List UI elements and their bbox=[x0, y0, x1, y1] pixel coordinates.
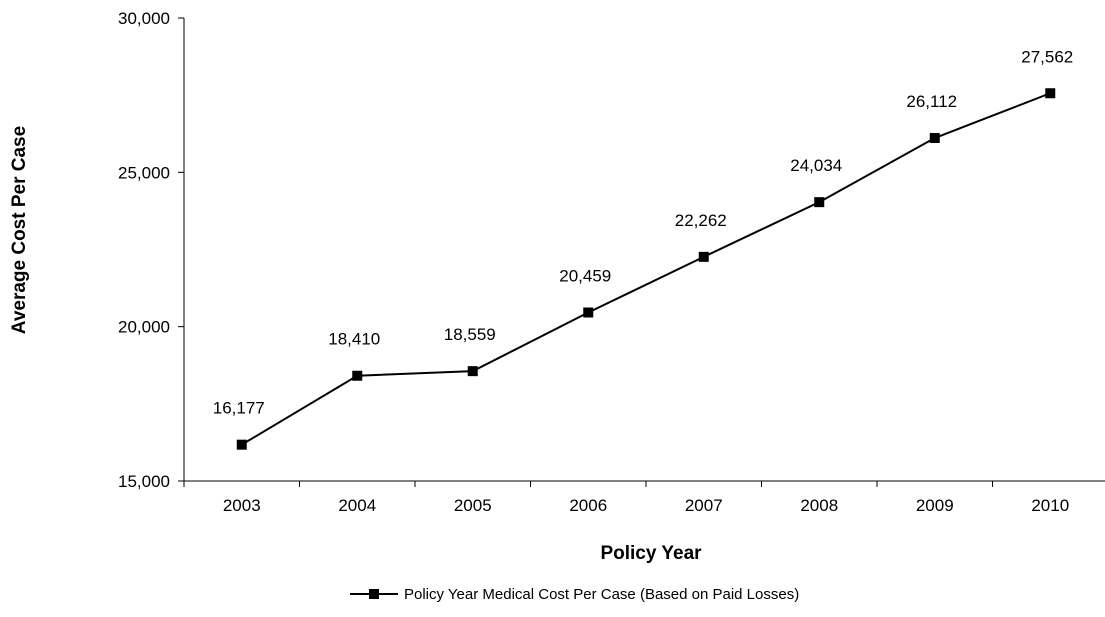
data-point bbox=[1045, 88, 1056, 99]
legend-marker bbox=[369, 589, 379, 599]
x-tick-label: 2009 bbox=[916, 496, 954, 515]
series-line bbox=[241, 92, 1051, 446]
y-axis-title: Average Cost Per Case bbox=[9, 126, 30, 334]
y-ticks: 15,000 20,000 25,000 30,000 bbox=[118, 9, 184, 491]
data-point bbox=[236, 439, 247, 450]
legend-label: Policy Year Medical Cost Per Case (Based… bbox=[404, 586, 799, 603]
data-label: 24,034 bbox=[790, 156, 842, 175]
x-axis-title: Policy Year bbox=[600, 543, 702, 564]
data-label: 20,459 bbox=[559, 266, 611, 285]
data-point bbox=[698, 251, 709, 262]
data-point bbox=[814, 197, 825, 208]
data-label: 27,562 bbox=[1021, 47, 1073, 66]
x-tick-label: 2003 bbox=[223, 496, 261, 515]
series-layer: 16,177 18,410 18,559 20,459 22,262 24,034 26,1… bbox=[213, 47, 1073, 450]
y-tick-label: 20,000 bbox=[118, 318, 170, 337]
data-point bbox=[467, 366, 478, 377]
x-tick-label: 2007 bbox=[685, 496, 723, 515]
y-tick-label: 15,000 bbox=[118, 472, 170, 491]
data-label: 18,410 bbox=[328, 330, 380, 349]
data-label: 22,262 bbox=[675, 211, 727, 230]
y-tick-label: 25,000 bbox=[118, 163, 170, 182]
axes bbox=[183, 18, 1105, 482]
x-ticks: 2003 2004 2005 2006 2007 2008 2009 2010 bbox=[183, 481, 1069, 515]
data-label: 16,177 bbox=[213, 399, 265, 418]
data-point bbox=[583, 307, 594, 318]
data-label: 26,112 bbox=[906, 92, 957, 111]
data-point bbox=[929, 133, 940, 144]
x-tick-label: 2010 bbox=[1031, 496, 1069, 515]
x-tick-label: 2008 bbox=[800, 496, 838, 515]
x-tick-label: 2004 bbox=[338, 496, 376, 515]
x-tick-label: 2005 bbox=[454, 496, 492, 515]
legend: Policy Year Medical Cost Per Case (Based… bbox=[350, 586, 799, 603]
x-tick-label: 2006 bbox=[569, 496, 607, 515]
data-label: 18,559 bbox=[444, 325, 496, 344]
y-tick-label: 30,000 bbox=[118, 9, 170, 28]
data-point bbox=[352, 370, 363, 381]
